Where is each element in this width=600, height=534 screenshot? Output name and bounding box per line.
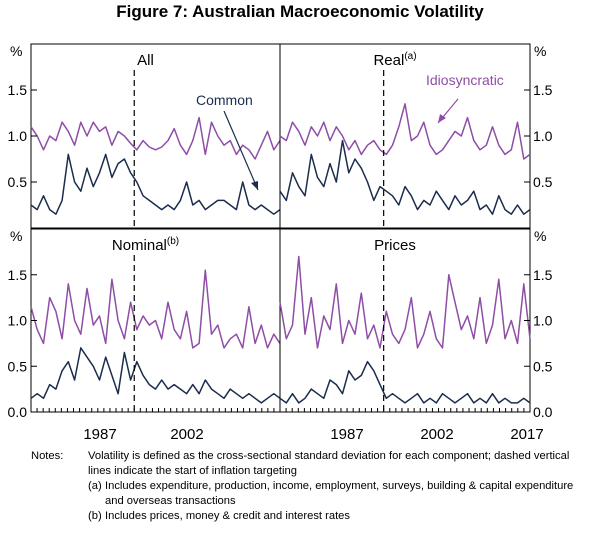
panel-prices: Prices 0.0 0.5 1.0 1.5% xyxy=(279,228,553,420)
footnote-b: (b) Includes prices, money & credit and … xyxy=(88,509,591,524)
y-tick-label-right: 1.5 xyxy=(533,82,553,98)
y-tick-label-right: 1.0 xyxy=(533,313,553,329)
y-tick-label-left: 0.5 xyxy=(8,174,28,190)
panel-label: All xyxy=(137,52,154,69)
annotation-common: Common xyxy=(196,92,253,108)
annotation-common-arrow xyxy=(223,110,259,191)
panel-frame xyxy=(30,43,281,229)
panel-nominal: Nominal(b) 0.0 0.5 1.0 1.5% xyxy=(8,228,281,420)
panel-real: Real(a) 0.5 1.0 1.5% Idiosyncratic xyxy=(279,43,553,229)
footnote-b-text: Includes prices, money & credit and inte… xyxy=(105,510,350,522)
series-common-line xyxy=(279,360,531,404)
y-tick-label-right: 0.0 xyxy=(533,404,553,420)
x-tick-label: 1987 xyxy=(330,426,363,443)
x-tick-label: 2002 xyxy=(420,426,453,443)
y-tick-label-left: 1.5 xyxy=(8,82,28,98)
chart-notes: Notes: Volatility is defined as the cros… xyxy=(31,449,591,524)
series-common-line xyxy=(279,139,531,215)
chart-title: Figure 7: Australian Macroeconomic Volat… xyxy=(116,2,484,21)
series-common-line xyxy=(30,153,281,215)
notes-label: Notes: xyxy=(31,450,64,462)
footnote-a-text: Includes expenditure, production, income… xyxy=(105,480,574,507)
notes-text: Volatility is defined as the cross-secti… xyxy=(88,450,570,477)
panel-label: Real(a) xyxy=(373,51,416,69)
annotation-common-arrowhead xyxy=(251,181,258,190)
series-idiosyncratic-line xyxy=(279,103,531,160)
y-unit-right: % xyxy=(534,228,546,244)
footnote-a: (a) Includes expenditure, production, in… xyxy=(88,479,591,509)
y-tick-label-right: 0.5 xyxy=(533,174,553,190)
annotation-idiosyncratic: Idiosyncratic xyxy=(426,72,504,88)
y-tick-label-left: 1.5 xyxy=(8,267,28,283)
x-tick-label: 2017 xyxy=(510,426,543,443)
y-tick-label-left: 0.0 xyxy=(8,404,28,420)
y-tick-label-left: 1.0 xyxy=(8,313,28,329)
panel-label-superscript: (b) xyxy=(167,236,179,247)
panel-label-superscript: (a) xyxy=(404,51,416,62)
series-common-line xyxy=(30,347,281,404)
series-idiosyncratic-line xyxy=(279,255,531,349)
panel-label: Nominal(b) xyxy=(112,236,179,254)
panel-label: Prices xyxy=(374,237,416,254)
y-tick-label-left: 1.0 xyxy=(8,128,28,144)
annotation-idiosyncratic-arrowhead xyxy=(438,114,446,123)
y-tick-label-right: 0.5 xyxy=(533,358,553,374)
y-tick-label-right: 1.5 xyxy=(533,267,553,283)
series-idiosyncratic-line xyxy=(30,269,281,349)
y-tick-label-left: 0.5 xyxy=(8,358,28,374)
footnote-a-key: (a) xyxy=(88,480,102,492)
footnote-b-key: (b) xyxy=(88,510,102,522)
panel-all: All 0.5 1.0 1.5% Common xyxy=(8,43,281,229)
x-tick-label: 2002 xyxy=(170,426,203,443)
series-idiosyncratic-line xyxy=(30,116,281,160)
y-tick-label-right: 1.0 xyxy=(533,128,553,144)
x-tick-label: 1987 xyxy=(83,426,116,443)
y-unit-left: % xyxy=(10,43,22,59)
y-unit-right: % xyxy=(534,43,546,59)
y-unit-left: % xyxy=(10,228,22,244)
